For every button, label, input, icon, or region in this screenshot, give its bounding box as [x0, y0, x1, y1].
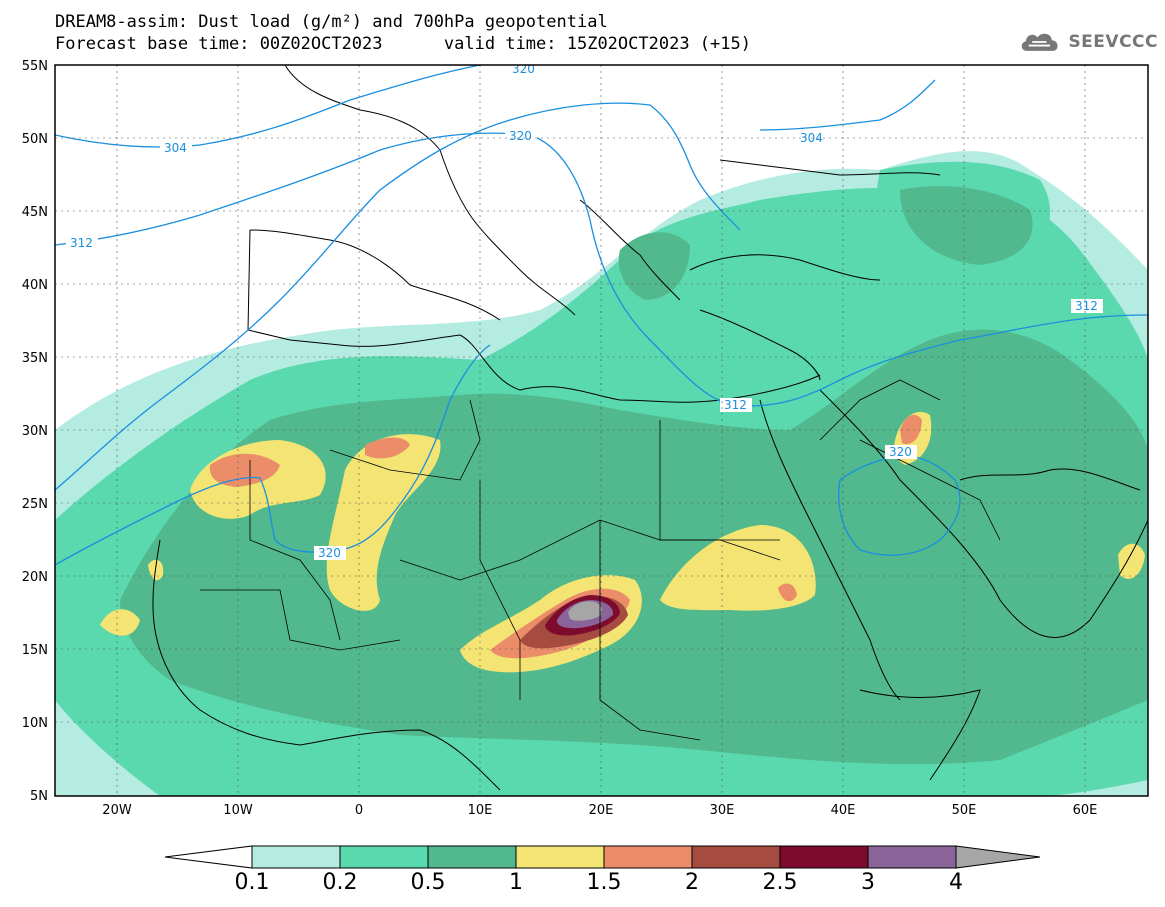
- lon-label: 0: [355, 803, 363, 818]
- colorbar: [164, 845, 1041, 869]
- map-title-line2: Forecast base time: 00Z02OCT2023 valid t…: [55, 34, 751, 54]
- colorbar-bin: [867, 845, 957, 869]
- lat-label: 40N: [22, 278, 48, 293]
- latitude-labels: 55N 50N 45N 40N 35N 30N 25N 20N 15N 10N …: [22, 59, 48, 804]
- lon-label: 30E: [710, 803, 735, 818]
- contour-label: 312: [724, 398, 747, 412]
- contour-label: 320: [318, 546, 341, 560]
- colorbar-bin: [339, 845, 429, 869]
- contour-label: 304: [164, 141, 187, 155]
- colorbar-tick-label: 1: [509, 870, 523, 895]
- colorbar-bin: [691, 845, 781, 869]
- contour-labels: 304 304 312 312 320 320 312 320 320: [66, 62, 1103, 560]
- contour-label: 312: [70, 236, 93, 250]
- colorbar-over-arrow: [955, 845, 1041, 869]
- contour-label: 312: [1075, 299, 1098, 313]
- colorbar-tick-label: 4: [949, 870, 963, 895]
- lon-label: 20E: [589, 803, 614, 818]
- colorbar-bin: [251, 845, 341, 869]
- lat-label: 50N: [22, 132, 48, 147]
- contour-label: 320: [512, 62, 535, 76]
- colorbar-bin: [779, 845, 869, 869]
- country-borders: [200, 379, 1001, 741]
- colorbar-bin: [603, 845, 693, 869]
- lat-label: 45N: [22, 205, 48, 220]
- colorbar-tick-label: 0.1: [234, 870, 270, 895]
- cloud-logo-icon: [1021, 33, 1058, 51]
- colorbar-tick-label: 1.5: [586, 870, 622, 895]
- colorbar-under-arrow: [164, 845, 253, 869]
- lon-label: 40E: [831, 803, 856, 818]
- lat-label: 10N: [22, 716, 48, 731]
- map-frame: [54, 64, 1149, 797]
- contour-label: 320: [889, 445, 912, 459]
- lat-label: 55N: [22, 59, 48, 74]
- lon-label: 20W: [102, 803, 132, 818]
- lat-label: 20N: [22, 570, 48, 585]
- grid-lines: [55, 65, 1148, 796]
- seevccc-logo: SEEVCCC: [1018, 26, 1158, 58]
- colorbar-bin: [515, 845, 605, 869]
- colorbar-tick-label: 2: [685, 870, 699, 895]
- lat-label: 5N: [30, 789, 48, 804]
- lon-label: 60E: [1073, 803, 1098, 818]
- contour-label: 320: [509, 129, 532, 143]
- longitude-labels: 20W 10W 0 10E 20E 30E 40E 50E 60E: [102, 803, 1097, 818]
- geopotential-contours: [55, 65, 1148, 566]
- lat-label: 15N: [22, 643, 48, 658]
- dust-level-4: [568, 601, 602, 621]
- lon-label: 10W: [223, 803, 253, 818]
- lon-label: 50E: [952, 803, 977, 818]
- lat-label: 25N: [22, 497, 48, 512]
- coastlines: [152, 65, 1148, 791]
- colorbar-tick-label: 2.5: [762, 870, 798, 895]
- map-title-line1: DREAM8-assim: Dust load (g/m²) and 700hP…: [55, 12, 608, 32]
- colorbar-tick-label: 0.5: [410, 870, 446, 895]
- colorbar-bin: [427, 845, 517, 869]
- colorbar-tick-label: 3: [861, 870, 875, 895]
- lat-label: 30N: [22, 424, 48, 439]
- dust-level-0.5: [120, 186, 1148, 765]
- logo-text: SEEVCCC: [1068, 32, 1158, 52]
- lon-label: 10E: [468, 803, 493, 818]
- colorbar-tick-label: 0.2: [322, 870, 358, 895]
- lat-label: 35N: [22, 351, 48, 366]
